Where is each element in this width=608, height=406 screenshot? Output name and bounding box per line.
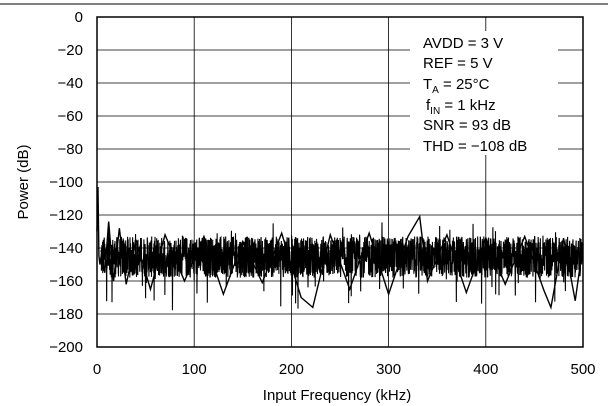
annotation-temp-main: T — [423, 76, 432, 93]
x-tick-label: 0 — [93, 361, 101, 378]
y-tick-label: −180 — [49, 306, 83, 323]
annotation-avdd: AVDD = 3 V — [423, 35, 503, 52]
y-tick-label: −100 — [49, 174, 83, 191]
annotation-background — [410, 31, 558, 155]
y-tick-label: −20 — [58, 42, 83, 59]
y-tick-label: −160 — [49, 273, 83, 290]
y-tick-label: 0 — [75, 9, 83, 26]
annotation-fin-main: f — [426, 97, 431, 114]
annotation-ref: REF = 5 V — [423, 55, 493, 72]
y-tick-label: −60 — [58, 108, 83, 125]
annotation-temp: TA = 25°C — [423, 76, 490, 96]
y-tick-label: −120 — [49, 207, 83, 224]
x-tick-label: 300 — [376, 361, 401, 378]
annotation-fin: fIN = 1 kHz — [426, 97, 496, 117]
annotation-fin-rest: = 1 kHz — [440, 97, 495, 114]
y-tick-label: −40 — [58, 75, 83, 92]
annotation-fin-sub: IN — [430, 106, 440, 117]
annotation-temp-rest: = 25°C — [439, 76, 490, 93]
y-tick-labels: 0 −20 −40 −60 −80 −100 −120 −140 −160 −180 −200 — [49, 9, 83, 356]
x-tick-label: 100 — [182, 361, 207, 378]
y-tick-label: −140 — [49, 240, 83, 257]
y-axis-label: Power (dB) — [15, 144, 32, 219]
x-tick-label: 500 — [570, 361, 595, 378]
spectrum-trace — [96, 186, 584, 310]
x-tick-labels: 0 100 200 300 400 500 — [93, 361, 596, 378]
y-tick-label: −80 — [58, 141, 83, 158]
y-tick-label: −200 — [49, 339, 83, 356]
annotation-thd: THD = −108 dB — [423, 138, 527, 155]
plot-frame — [96, 16, 584, 348]
x-tick-label: 200 — [279, 361, 304, 378]
annotation-temp-sub: A — [432, 85, 439, 96]
noise-floor — [100, 222, 584, 311]
series-line — [96, 186, 584, 310]
x-axis-label: Input Frequency (kHz) — [263, 387, 411, 404]
noise-floor-trace — [100, 222, 584, 311]
annotation-box: AVDD = 3 V REF = 5 V TA = 25°C fIN = 1 k… — [410, 31, 558, 155]
annotation-snr: SNR = 93 dB — [423, 117, 511, 134]
x-tick-label: 400 — [473, 361, 498, 378]
